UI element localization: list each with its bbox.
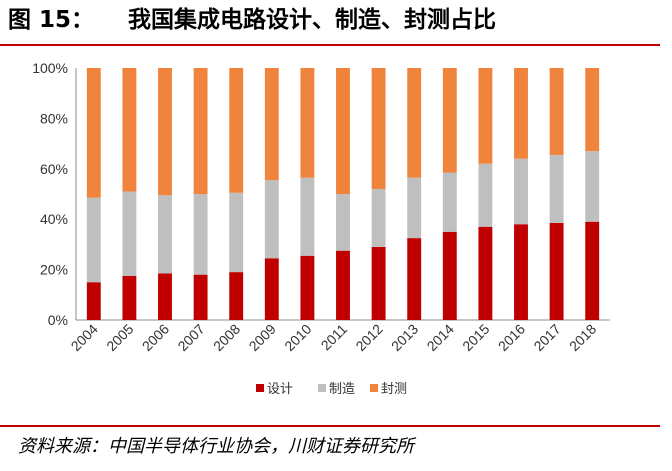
figure-title: 图 15： 我国集成电路设计、制造、封测占比	[8, 2, 496, 38]
bar-2015-series-1	[478, 226, 493, 320]
legend-swatch-1	[256, 384, 264, 392]
y-tick-label: 20%	[40, 262, 68, 278]
bar-2007-series-1	[193, 274, 208, 320]
bar-2016-series-1	[514, 224, 528, 320]
bar-2012-series-1	[371, 246, 386, 320]
bar-2016-series-3	[514, 68, 528, 159]
y-tick-label: 100%	[32, 60, 68, 76]
x-tick-label: 2016	[495, 321, 528, 354]
bar-2017-series-2	[549, 154, 564, 223]
bar-2012-series-3	[371, 68, 386, 189]
bar-2013-series-2	[407, 177, 422, 239]
x-tick-label: 2011	[318, 321, 351, 354]
bar-2012-series-2	[371, 188, 386, 247]
x-tick-label: 2013	[388, 321, 421, 354]
bar-2013-series-3	[407, 68, 422, 178]
bar-2011-series-1	[336, 250, 350, 320]
source-note: 资料来源：中国半导体行业协会，川财证券研究所	[18, 436, 414, 457]
x-tick-label: 2017	[530, 321, 563, 354]
y-tick-label: 60%	[40, 161, 68, 177]
bar-2017-series-3	[549, 68, 564, 155]
source-rule	[0, 425, 660, 427]
y-tick-label: 0%	[48, 312, 68, 328]
bar-2004-series-1	[86, 282, 101, 320]
bar-2009-series-1	[264, 258, 279, 320]
bar-2006-series-2	[158, 195, 172, 274]
bar-2008-series-3	[229, 68, 244, 193]
bar-2007-series-2	[193, 194, 208, 275]
bar-2018-series-2	[585, 151, 600, 222]
bar-2010-series-1	[300, 255, 315, 320]
bar-2014-series-1	[442, 231, 457, 320]
bar-2010-series-3	[300, 68, 315, 178]
x-tick-label: 2009	[246, 321, 279, 354]
x-tick-label: 2010	[281, 321, 314, 354]
bar-2007-series-3	[193, 68, 208, 194]
bar-2014-series-3	[442, 68, 457, 173]
bar-2014-series-2	[442, 172, 457, 232]
x-tick-label: 2007	[174, 321, 207, 354]
bar-2011-series-2	[336, 194, 350, 251]
bar-2005-series-3	[122, 68, 137, 192]
bar-2016-series-2	[514, 158, 528, 225]
bar-2017-series-1	[549, 222, 564, 320]
x-tick-label: 2008	[210, 321, 243, 354]
bar-2011-series-3	[336, 68, 350, 194]
bar-2015-series-3	[478, 68, 493, 164]
bar-2018-series-3	[585, 68, 600, 152]
bar-2018-series-1	[585, 221, 600, 320]
legend-swatch-2	[318, 384, 326, 392]
bar-2013-series-1	[407, 238, 422, 320]
bar-2004-series-2	[86, 197, 101, 283]
x-tick-label: 2018	[566, 321, 599, 354]
bar-2010-series-2	[300, 177, 315, 256]
y-tick-label: 40%	[40, 211, 68, 227]
bar-2008-series-1	[229, 272, 244, 320]
bar-2005-series-2	[122, 191, 137, 276]
bar-2004-series-3	[86, 68, 101, 198]
figure-label: 图 15：	[8, 7, 95, 33]
y-tick-label: 80%	[40, 110, 68, 126]
bar-2015-series-2	[478, 163, 493, 227]
bar-2006-series-1	[158, 273, 172, 320]
stacked-bar-chart: 0%20%40%60%80%100%2004 2005 2006 2007 2008 20…	[32, 60, 610, 396]
bar-2009-series-2	[264, 180, 279, 259]
legend-label-3: 封测	[381, 381, 407, 396]
bar-2006-series-3	[158, 68, 172, 196]
legend-swatch-3	[370, 384, 378, 392]
x-tick-label: 2004	[68, 321, 101, 354]
bar-2005-series-1	[122, 275, 137, 320]
legend-label-2: 制造	[329, 381, 355, 396]
x-tick-label: 2006	[139, 321, 172, 354]
x-tick-label: 2005	[103, 321, 136, 354]
legend-label-1: 设计	[267, 381, 293, 396]
x-tick-label: 2014	[424, 321, 457, 354]
x-tick-label: 2012	[352, 321, 385, 354]
x-tick-label: 2015	[459, 321, 492, 354]
bar-2008-series-2	[229, 192, 244, 273]
figure-caption: 我国集成电路设计、制造、封测占比	[128, 7, 496, 33]
title-rule	[0, 44, 660, 46]
bar-2009-series-3	[264, 68, 279, 181]
